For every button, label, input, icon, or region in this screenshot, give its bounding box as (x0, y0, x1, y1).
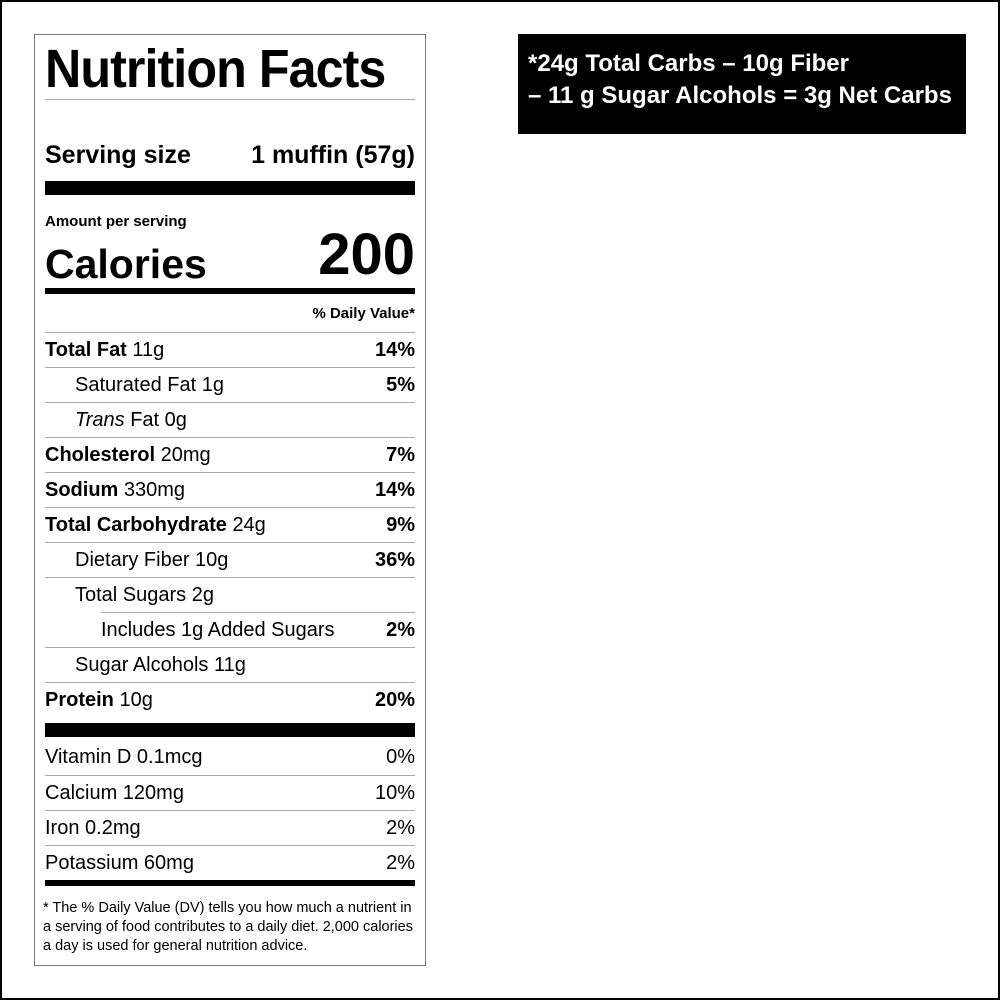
nutrient-row: Dietary Fiber 10g 36% (45, 542, 415, 577)
medium-divider (45, 288, 415, 294)
calories-value: 200 (318, 222, 415, 287)
nutrient-label: Trans (75, 408, 125, 431)
nutrient-amount: 11g (213, 653, 246, 676)
calories-row: Calories 200 (45, 221, 415, 288)
net-carbs-callout: *24g Total Carbs – 10g Fiber – 11 g Suga… (518, 34, 966, 134)
nutrition-facts-label: Nutrition Facts Serving size 1 muffin (5… (34, 34, 426, 966)
serving-label: Serving size (45, 141, 191, 169)
nutrient-name: Includes 1g Added Sugars (101, 619, 335, 642)
nutrient-amount: 11g (132, 338, 165, 361)
nutrient-label: Saturated Fat (75, 373, 197, 396)
daily-value-percent: 14% (374, 478, 415, 501)
nutrient-label: Total Sugars (75, 583, 187, 606)
nutrient-amount: 10g (195, 548, 229, 571)
thick-divider (45, 723, 415, 737)
nutrient-name: Dietary Fiber 10g (45, 549, 228, 572)
daily-value-percent: 9% (386, 513, 415, 536)
nutrient-name: Total Fat 11g (45, 339, 164, 362)
nutrient-row: Trans Fat 0g (45, 402, 415, 437)
daily-value-percent: 20% (374, 688, 415, 711)
vitamin-row: Vitamin D 0.1mcg 0% (45, 740, 415, 775)
amount-per-serving: Amount per serving (45, 213, 187, 230)
nutrient-amount: 1g (201, 373, 224, 396)
nutrient-name: Total Carbohydrate 24g (45, 514, 266, 537)
daily-value-percent: 5% (386, 373, 415, 396)
nutrient-row: Total Fat 11g 14% (45, 332, 415, 367)
nutrient-row: Sugar Alcohols 11g (45, 647, 415, 682)
nutrient-name: Sodium 330mg (45, 479, 185, 502)
label-title: Nutrition Facts (45, 39, 386, 99)
calories-label: Calories (45, 241, 207, 287)
daily-value-percent: 36% (374, 548, 415, 571)
nutrient-row: Total Carbohydrate 24g 9% (45, 507, 415, 542)
daily-value-header: % Daily Value* (312, 305, 415, 322)
nutrient-name: Total Sugars 2g (45, 584, 214, 607)
nutrient-amount: 24g (232, 513, 266, 536)
nutrient-row: Cholesterol 20mg 7% (45, 437, 415, 472)
daily-value-percent: 10% (374, 781, 415, 804)
serving-size: Serving size 1 muffin (57g) (45, 141, 415, 170)
serving-value: 1 muffin (57g) (251, 141, 415, 169)
daily-value-percent: 0% (386, 746, 415, 768)
medium-divider (45, 880, 415, 886)
nutrient-name: Sugar Alcohols 11g (45, 654, 246, 677)
nutrient-row: Saturated Fat 1g 5% (45, 367, 415, 402)
nutrient-label: Sugar Alcohols (75, 653, 209, 676)
nutrient-amount: 0g (164, 408, 187, 431)
daily-value-percent: 2% (386, 816, 415, 839)
vitamin-row: Iron 0.2mg 2% (45, 810, 415, 845)
nutrient-label: Total Fat (45, 338, 127, 361)
daily-value-percent: 2% (386, 618, 415, 641)
vitamin-name: Vitamin D 0.1mcg (45, 746, 203, 768)
vitamin-row: Potassium 60mg 2% (45, 845, 415, 880)
divider (45, 99, 415, 100)
daily-value-percent: 14% (374, 338, 415, 361)
footnote: * The % Daily Value (DV) tells you how m… (43, 900, 413, 954)
nutrient-amount: 10g (119, 688, 153, 711)
nutrient-label: Cholesterol (45, 443, 156, 466)
net-carbs-line: – 11 g Sugar Alcohols = 3g Net Carbs (528, 82, 952, 109)
nutrient-name: Cholesterol 20mg (45, 444, 211, 467)
vitamin-name: Potassium 60mg (45, 851, 194, 874)
nutrient-name: Saturated Fat 1g (45, 374, 224, 397)
nutrient-label: Includes 1g Added Sugars (101, 618, 335, 641)
nutrient-label: Sodium (45, 478, 119, 501)
daily-value-percent: 7% (386, 443, 415, 466)
nutrient-row: Total Sugars 2g (45, 577, 415, 612)
vitamin-name: Calcium 120mg (45, 781, 184, 804)
daily-value-percent: 2% (386, 851, 415, 874)
nutrient-label: Dietary Fiber (75, 548, 190, 571)
nutrient-label: Protein (45, 688, 114, 711)
nutrient-name: Trans Fat 0g (45, 409, 187, 432)
vitamin-row: Calcium 120mg 10% (45, 775, 415, 810)
nutrient-name: Protein 10g (45, 689, 153, 712)
vitamin-name: Iron 0.2mg (45, 816, 141, 839)
nutrient-amount: 330mg (123, 478, 186, 501)
nutrient-row: Includes 1g Added Sugars 2% (101, 612, 415, 647)
nutrient-row: Sodium 330mg 14% (45, 472, 415, 507)
net-carbs-line: *24g Total Carbs – 10g Fiber (528, 50, 849, 77)
nutrient-row: Protein 10g 20% (45, 682, 415, 717)
thick-divider (45, 181, 415, 195)
nutrient-amount: 2g (191, 583, 214, 606)
nutrient-amount: 20mg (160, 443, 211, 466)
nutrient-label: Total Carbohydrate (45, 513, 227, 536)
nutrient-label-suffix: Fat (130, 408, 160, 431)
